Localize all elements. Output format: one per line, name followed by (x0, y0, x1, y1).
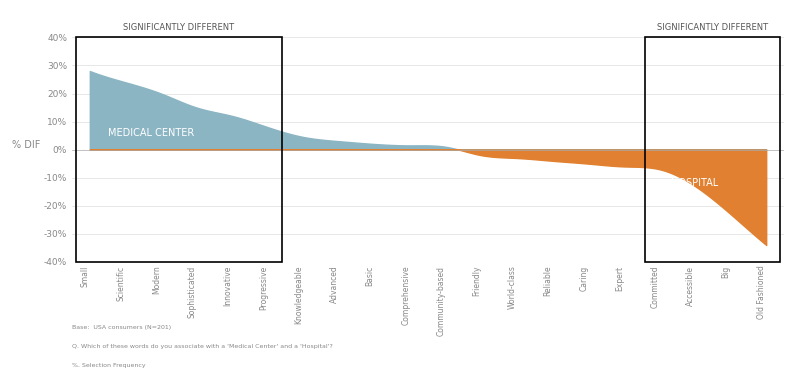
Text: Modern: Modern (152, 266, 161, 294)
Text: Scientific: Scientific (117, 266, 126, 301)
Text: Caring: Caring (579, 266, 588, 291)
Text: Old Fashioned: Old Fashioned (757, 266, 766, 319)
Text: Accessible: Accessible (686, 266, 695, 306)
Text: SIGNIFICANTLY DIFFERENT: SIGNIFICANTLY DIFFERENT (123, 23, 234, 32)
Text: Sophisticated: Sophisticated (188, 266, 197, 318)
Text: Expert: Expert (614, 266, 624, 291)
Text: Big: Big (722, 266, 730, 278)
Text: Reliable: Reliable (544, 266, 553, 296)
Y-axis label: % DIF: % DIF (11, 140, 40, 150)
Text: Innovative: Innovative (223, 266, 232, 306)
Text: %. Selection Frequency: %. Selection Frequency (72, 362, 146, 368)
Text: MEDICAL CENTER: MEDICAL CENTER (107, 128, 194, 138)
Text: Q. Which of these words do you associate with a 'Medical Center' and a 'Hospital: Q. Which of these words do you associate… (72, 344, 333, 349)
Text: SIGNIFICANTLY DIFFERENT: SIGNIFICANTLY DIFFERENT (658, 23, 768, 32)
Text: Small: Small (81, 266, 90, 287)
Bar (75, 37, 282, 262)
Text: HOSPITAL: HOSPITAL (671, 178, 718, 188)
Text: Progressive: Progressive (259, 266, 268, 310)
Text: Community-based: Community-based (437, 266, 446, 335)
Text: Knowledgeable: Knowledgeable (294, 266, 303, 324)
Text: Committed: Committed (650, 266, 659, 308)
Text: Comprehensive: Comprehensive (402, 266, 410, 325)
Text: Basic: Basic (366, 266, 374, 286)
Bar (645, 37, 781, 262)
Text: World-class: World-class (508, 266, 517, 309)
Text: Base:  USA consumers (N=201): Base: USA consumers (N=201) (72, 325, 171, 330)
Text: Advanced: Advanced (330, 266, 339, 303)
Text: Friendly: Friendly (472, 266, 482, 296)
